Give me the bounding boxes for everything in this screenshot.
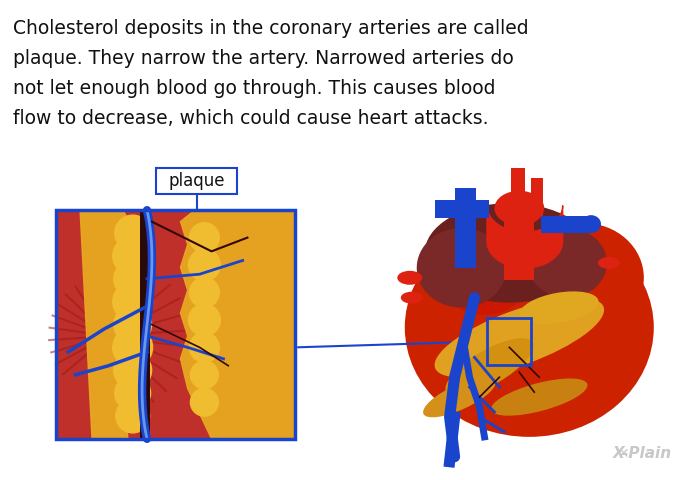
Circle shape bbox=[113, 260, 152, 298]
Text: flow to decrease, which could cause heart attacks.: flow to decrease, which could cause hear… bbox=[13, 109, 489, 128]
Ellipse shape bbox=[445, 338, 533, 396]
Text: not let enough blood go through. This causes blood: not let enough blood go through. This ca… bbox=[13, 79, 496, 98]
Text: Cholesterol deposits in the coronary arteries are called: Cholesterol deposits in the coronary art… bbox=[13, 19, 529, 38]
Bar bbox=[156, 168, 237, 194]
Ellipse shape bbox=[527, 228, 607, 298]
Bar bbox=[454, 188, 477, 268]
Ellipse shape bbox=[435, 298, 604, 377]
Circle shape bbox=[115, 215, 150, 251]
Ellipse shape bbox=[435, 221, 534, 315]
Ellipse shape bbox=[398, 271, 422, 285]
Bar bbox=[56, 210, 295, 439]
Ellipse shape bbox=[494, 191, 544, 226]
Circle shape bbox=[116, 399, 150, 433]
Circle shape bbox=[113, 282, 153, 322]
Circle shape bbox=[190, 361, 218, 389]
Text: plaque. They narrow the artery. Narrowed arteries do: plaque. They narrow the artery. Narrowed… bbox=[13, 49, 514, 68]
Bar bbox=[140, 210, 150, 439]
Ellipse shape bbox=[425, 203, 594, 302]
Circle shape bbox=[113, 306, 152, 343]
Ellipse shape bbox=[524, 223, 644, 333]
Circle shape bbox=[113, 236, 153, 276]
Circle shape bbox=[190, 223, 219, 252]
Ellipse shape bbox=[423, 377, 496, 417]
Text: plaque: plaque bbox=[169, 172, 225, 191]
Circle shape bbox=[113, 351, 152, 389]
Ellipse shape bbox=[581, 215, 601, 233]
Polygon shape bbox=[181, 210, 295, 439]
Bar bbox=[512, 168, 525, 213]
Circle shape bbox=[188, 304, 220, 336]
Ellipse shape bbox=[416, 228, 506, 308]
Circle shape bbox=[113, 327, 153, 367]
Circle shape bbox=[188, 249, 220, 281]
Circle shape bbox=[190, 388, 218, 416]
Ellipse shape bbox=[491, 378, 587, 416]
Bar bbox=[531, 179, 543, 216]
Text: X-Plain: X-Plain bbox=[613, 446, 673, 461]
Ellipse shape bbox=[401, 292, 423, 304]
Bar bbox=[541, 216, 591, 233]
Bar bbox=[435, 200, 489, 218]
Circle shape bbox=[190, 333, 219, 362]
Ellipse shape bbox=[520, 291, 598, 324]
Circle shape bbox=[115, 375, 150, 411]
Ellipse shape bbox=[405, 218, 654, 437]
Polygon shape bbox=[80, 210, 140, 439]
Bar bbox=[56, 210, 295, 439]
Bar bbox=[487, 318, 531, 365]
Bar bbox=[505, 205, 534, 280]
Ellipse shape bbox=[598, 257, 620, 269]
Text: ✕: ✕ bbox=[617, 447, 629, 461]
Circle shape bbox=[190, 277, 219, 307]
